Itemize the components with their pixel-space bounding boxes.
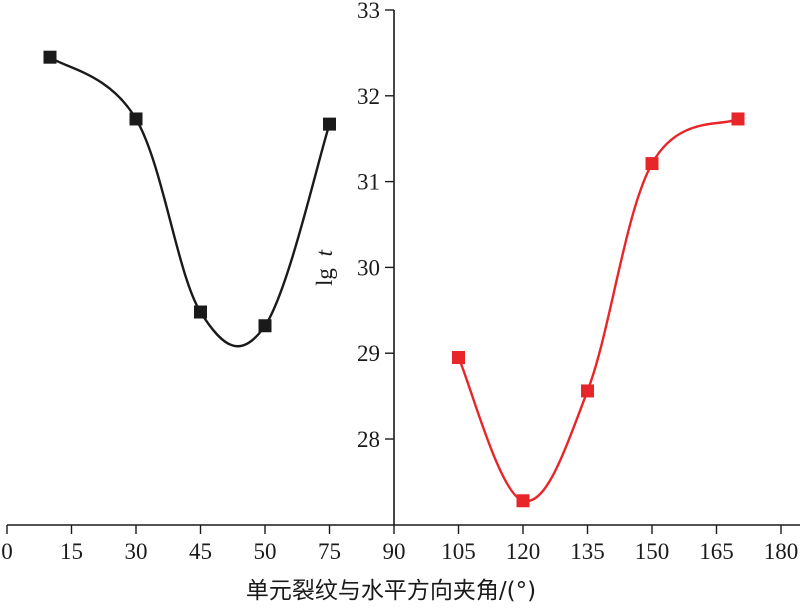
series-2-line xyxy=(457,117,739,503)
series-2-marker xyxy=(516,494,530,508)
x-tick-label: 165 xyxy=(699,539,734,564)
y-axis-title-var: t xyxy=(312,249,337,256)
x-tick-label: 105 xyxy=(441,539,476,564)
x-axis-title: 单元裂纹与水平方向夹角/(°) xyxy=(246,578,536,604)
series-2-marker xyxy=(581,384,594,398)
x-tick-label: 15 xyxy=(60,539,83,564)
series-2-marker xyxy=(452,350,465,364)
y-tick-label: 30 xyxy=(357,255,380,280)
y-tick-label: 29 xyxy=(357,341,380,366)
series-2-marker xyxy=(645,157,659,171)
x-tick-label: 135 xyxy=(570,539,605,564)
series-1-line xyxy=(49,56,331,348)
series-1-marker xyxy=(129,112,143,126)
series-1-marker xyxy=(43,50,57,64)
y-tick-label: 33 xyxy=(357,0,380,23)
x-tick-label: 30 xyxy=(125,539,148,564)
x-tick-label: 75 xyxy=(318,539,341,564)
x-tick-label: 0 xyxy=(1,539,13,564)
x-tick-label: 90 xyxy=(383,539,406,564)
y-axis-title: lg t xyxy=(312,249,337,286)
x-tick-label: 50 xyxy=(254,539,277,564)
x-axis-ticks: 0 15 30 45 50 75 90 105 120 135 150 165 180 xyxy=(1,525,798,564)
series-markers xyxy=(43,50,745,508)
series-1-marker xyxy=(194,305,207,319)
series-1-marker xyxy=(323,117,336,131)
series-2-marker xyxy=(731,112,745,126)
x-tick-label: 180 xyxy=(764,539,799,564)
y-tick-label: 32 xyxy=(357,84,380,109)
series-1-marker xyxy=(258,319,272,333)
y-tick-label: 28 xyxy=(357,427,380,452)
y-axis-title-main: lg xyxy=(312,268,337,286)
x-tick-label: 45 xyxy=(189,539,212,564)
x-tick-label: 120 xyxy=(506,539,541,564)
y-axis-ticks: 28 29 30 31 32 33 xyxy=(357,0,394,452)
x-tick-label: 150 xyxy=(635,539,670,564)
y-tick-label: 31 xyxy=(357,170,380,195)
